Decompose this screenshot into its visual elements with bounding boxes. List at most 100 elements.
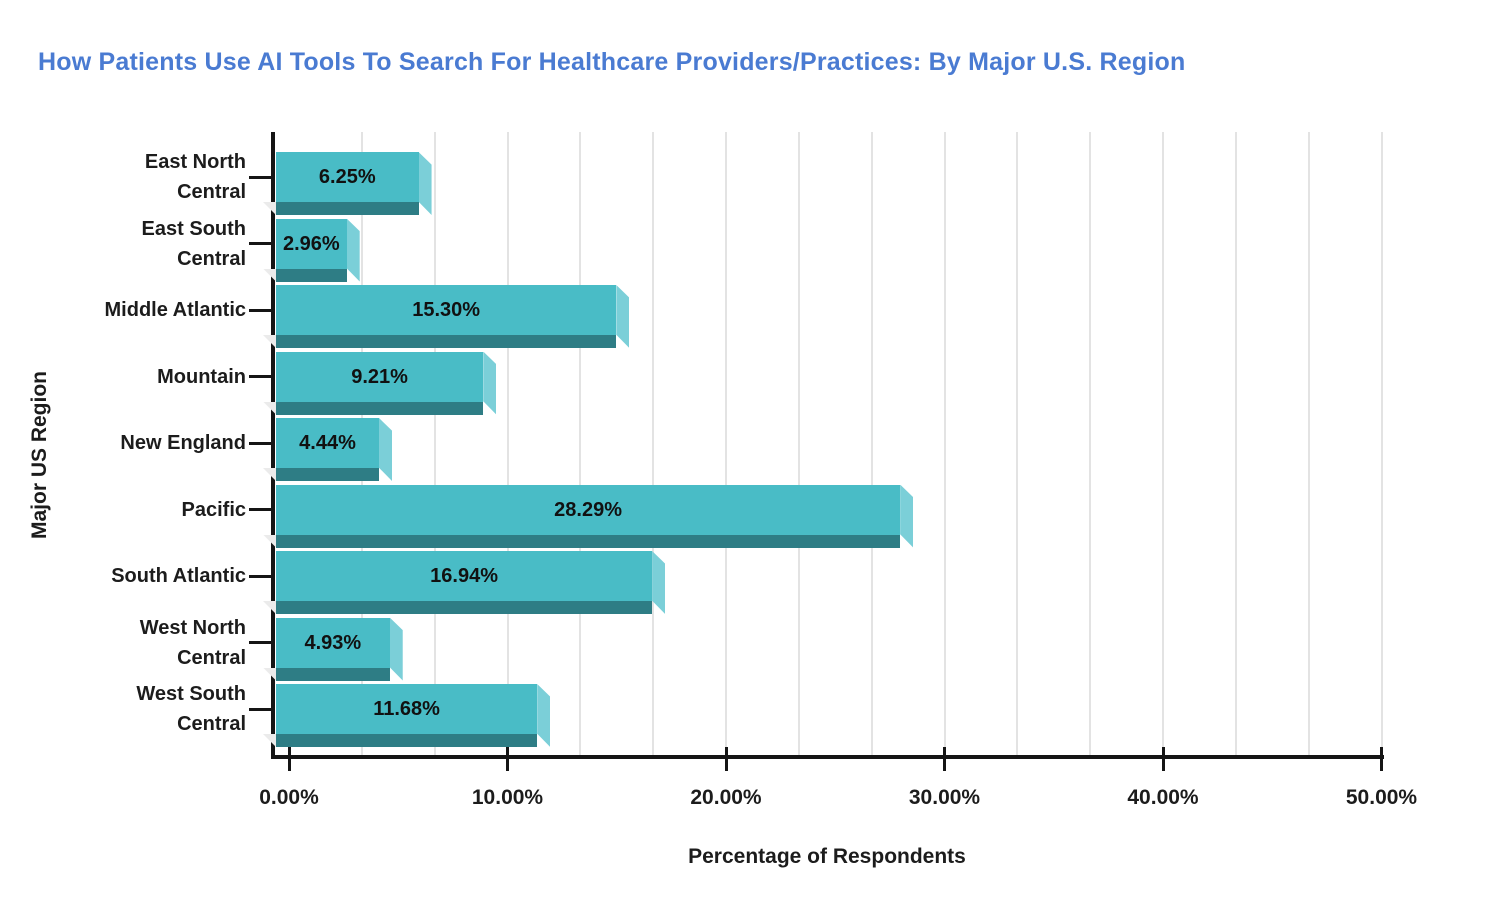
x-tick-label: 0.00% [259, 786, 319, 809]
gridline [1380, 132, 1383, 755]
bar-right-bevel [418, 152, 432, 215]
bar-bottom-face [276, 534, 901, 548]
bar-row: 4.44% [263, 418, 392, 481]
bar-value-label: 4.93% [304, 631, 362, 654]
bar-value-label: 16.94% [430, 565, 498, 587]
bar-bottom-face [276, 401, 484, 415]
bar-row: 16.94% [263, 551, 666, 614]
bar-left-shadow [263, 335, 276, 348]
bar [276, 617, 390, 668]
bar-row: 2.96% [263, 218, 360, 282]
bar [276, 418, 379, 468]
y-axis-tick [249, 574, 271, 578]
x-tick-label: 50.00% [1345, 786, 1418, 809]
bar-left-shadow [263, 468, 276, 481]
bar-value-label: 9.21% [351, 365, 408, 388]
gridline [1016, 132, 1019, 755]
gridline [1162, 132, 1164, 755]
x-axis-tick [287, 747, 291, 771]
bar [276, 152, 419, 202]
y-axis-tick [249, 508, 271, 511]
bar-right-bevel [537, 684, 551, 747]
category-label: West South Central [136, 683, 246, 735]
bar [276, 484, 901, 535]
gridline [943, 132, 946, 755]
bar [276, 551, 653, 601]
bar-bottom-face [276, 468, 379, 481]
category-label: Mountain [157, 365, 246, 388]
bar-bottom-face [276, 335, 617, 348]
x-axis-title: Percentage of Respondents [688, 845, 966, 868]
x-tick-label: 10.00% [471, 786, 544, 809]
category-label: New England [120, 432, 246, 454]
bar-row: 28.29% [263, 484, 914, 548]
bar-row: 6.25% [263, 152, 432, 215]
bar-left-shadow [263, 534, 276, 548]
gridline [652, 132, 655, 755]
bar [276, 351, 484, 402]
bar-left-shadow [263, 734, 276, 747]
bar [276, 218, 347, 269]
bar-left-shadow [263, 667, 276, 681]
bar-row: 11.68% [263, 684, 551, 747]
x-axis-line [271, 755, 1384, 759]
x-tick-label: 30.00% [908, 786, 981, 809]
gridline [433, 132, 436, 755]
x-tick-label: 20.00% [690, 786, 762, 809]
x-tick-label: 40.00% [1127, 786, 1199, 809]
category-label: South Atlantic [111, 565, 246, 587]
category-label: Pacific [181, 498, 246, 521]
bar-left-shadow [263, 601, 276, 614]
bar-right-bevel [389, 617, 403, 681]
bar-bottom-face [276, 667, 390, 681]
y-axis-tick [249, 707, 271, 711]
bar-right-bevel [483, 351, 497, 415]
gridline [579, 132, 582, 755]
bar-right-bevel [652, 551, 666, 614]
bar-right-bevel [379, 418, 392, 481]
bar-row: 9.21% [263, 351, 497, 415]
bar-right-bevel [900, 484, 914, 548]
gridline [1089, 132, 1092, 755]
gridline [870, 132, 873, 755]
x-axis-tick [1161, 747, 1165, 771]
bar [276, 285, 617, 335]
gridline [725, 132, 727, 755]
y-axis-line [271, 132, 275, 759]
y-axis-tick [249, 175, 271, 179]
bar-left-shadow [263, 401, 276, 415]
category-label: West North Central [139, 616, 246, 669]
y-axis-tick [249, 641, 271, 644]
x-axis-tick [943, 747, 946, 771]
y-axis-tick [249, 308, 271, 312]
bar-value-label: 28.29% [554, 498, 622, 521]
y-axis-title: Major US Region [28, 370, 51, 540]
gridline [506, 132, 509, 755]
bar-bottom-face [276, 268, 347, 282]
bar-row: 4.93% [263, 617, 403, 681]
gridline [797, 132, 800, 755]
bar-value-label: 11.68% [373, 698, 440, 720]
category-label: Middle Atlantic [104, 299, 246, 321]
y-axis-tick [249, 242, 271, 245]
y-axis-tick [249, 441, 271, 445]
y-axis-tick [249, 375, 271, 378]
bar-value-label: 6.25% [318, 166, 376, 188]
chart-title: How Patients Use AI Tools To Search For … [38, 48, 1186, 76]
bar-right-bevel [346, 218, 360, 282]
bar [276, 684, 538, 734]
bar-bottom-face [276, 202, 419, 215]
gridline [1234, 132, 1237, 755]
x-axis-tick [724, 747, 728, 771]
bar-bottom-face [276, 734, 538, 747]
x-axis-tick [1380, 747, 1383, 771]
bar-bottom-face [276, 601, 653, 614]
bar-right-bevel [616, 285, 630, 348]
category-label: East South Central [141, 217, 246, 270]
bar-row: 15.30% [263, 285, 630, 348]
bar-value-label: 4.44% [299, 432, 356, 454]
bar-value-label: 15.30% [412, 299, 481, 321]
x-axis-tick [506, 747, 509, 771]
gridline [1307, 132, 1310, 755]
